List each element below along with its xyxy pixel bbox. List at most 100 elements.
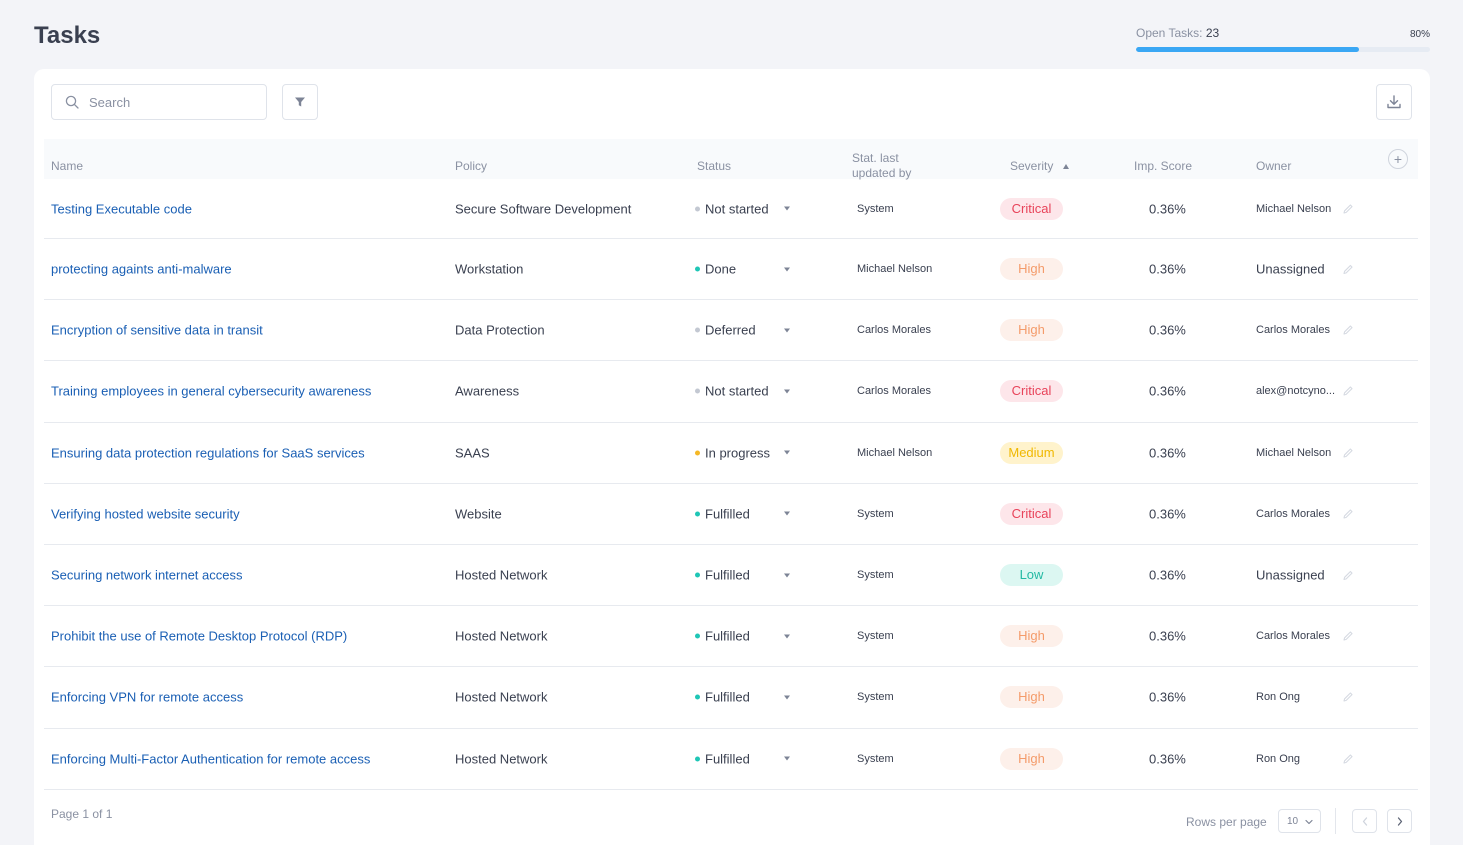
pagination-divider xyxy=(1335,808,1336,834)
edit-owner-icon[interactable] xyxy=(1342,691,1354,703)
progress-fill xyxy=(1136,47,1360,52)
status-dot-icon xyxy=(695,450,700,456)
updated-by-cell: System xyxy=(857,507,894,520)
owner-label: Carlos Morales xyxy=(1256,324,1330,337)
task-name-link[interactable]: Verifying hosted website security xyxy=(51,506,240,522)
task-name-link[interactable]: Securing network internet access xyxy=(51,567,243,583)
status-dropdown[interactable]: Done xyxy=(695,262,790,277)
task-name-link[interactable]: Prohibit the use of Remote Desktop Proto… xyxy=(51,628,348,644)
owner-label: Michael Nelson xyxy=(1256,202,1332,215)
column-header-severity[interactable]: Severity xyxy=(1010,159,1070,173)
table-row[interactable]: Enforcing VPN for remote access Hosted Ne… xyxy=(44,667,1418,729)
table-row[interactable]: Ensuring data protection regulations for… xyxy=(44,423,1418,484)
status-dropdown[interactable]: Fulfilled xyxy=(695,506,790,521)
table-row[interactable]: Verifying hosted website security Website… xyxy=(44,484,1418,545)
imp-score-cell: 0.36% xyxy=(1149,506,1186,522)
table-row[interactable]: Training employees in general cybersecur… xyxy=(44,361,1418,423)
add-column-button[interactable]: + xyxy=(1388,149,1408,169)
task-name-link[interactable]: Enforcing VPN for remote access xyxy=(51,689,244,705)
owner-cell: alex@notcyno... xyxy=(1256,385,1356,397)
column-header-updated-by[interactable]: Stat. last updated by xyxy=(852,151,932,181)
owner-label: Unassigned xyxy=(1256,567,1325,583)
severity-badge: Critical xyxy=(1000,502,1063,525)
status-dropdown[interactable]: Not started xyxy=(695,201,790,216)
updated-by-cell: Michael Nelson xyxy=(857,263,933,276)
table-row[interactable]: Encryption of sensitive data in transit D… xyxy=(44,300,1418,362)
status-dropdown[interactable]: Fulfilled xyxy=(695,629,790,644)
severity-cell: High xyxy=(1000,258,1063,281)
search-input[interactable] xyxy=(89,94,249,110)
edit-owner-icon[interactable] xyxy=(1342,447,1354,459)
owner-label: Ron Ong xyxy=(1256,752,1301,765)
column-header-status[interactable]: Status xyxy=(697,159,732,173)
caret-down-icon xyxy=(784,756,790,761)
imp-score-cell: 0.36% xyxy=(1149,322,1186,338)
updated-by-cell: System xyxy=(857,630,894,643)
table-row[interactable]: Enforcing Multi-Factor Authentication fo… xyxy=(44,729,1418,790)
task-name-link[interactable]: Encryption of sensitive data in transit xyxy=(51,322,263,338)
edit-owner-icon[interactable] xyxy=(1342,630,1354,642)
next-page-button[interactable] xyxy=(1387,809,1412,833)
open-tasks-text: Open Tasks: xyxy=(1136,26,1203,40)
table-row[interactable]: Securing network internet access Hosted N… xyxy=(44,545,1418,607)
task-name-link[interactable]: Testing Executable code xyxy=(51,201,192,216)
sort-ascending-icon xyxy=(1063,163,1070,169)
owner-cell: Michael Nelson xyxy=(1256,203,1356,215)
edit-owner-icon[interactable] xyxy=(1342,753,1354,765)
edit-owner-icon[interactable] xyxy=(1342,385,1354,397)
caret-down-icon xyxy=(784,206,790,211)
edit-owner-icon[interactable] xyxy=(1342,569,1354,581)
table-row[interactable]: Testing Executable code Secure Software D… xyxy=(44,179,1418,239)
column-header-name[interactable]: Name xyxy=(51,159,84,173)
imp-score-cell: 0.36% xyxy=(1149,201,1186,216)
table-row[interactable]: protecting againts anti-malware Workstati… xyxy=(44,239,1418,301)
severity-cell: High xyxy=(1000,686,1063,709)
status-label: Fulfilled xyxy=(705,506,750,522)
status-dropdown[interactable]: Fulfilled xyxy=(695,690,790,705)
owner-cell: Carlos Morales xyxy=(1256,508,1356,520)
edit-owner-icon[interactable] xyxy=(1342,324,1354,336)
edit-owner-icon[interactable] xyxy=(1342,508,1354,520)
search-box[interactable] xyxy=(51,84,267,120)
status-dot-icon xyxy=(695,388,700,394)
caret-down-icon xyxy=(784,450,790,455)
previous-page-button[interactable] xyxy=(1352,809,1377,833)
status-dropdown[interactable]: In progress xyxy=(695,445,790,460)
severity-cell: Critical xyxy=(1000,380,1063,403)
task-name-link[interactable]: Training employees in general cybersecur… xyxy=(51,383,372,399)
task-name-link[interactable]: protecting againts anti-malware xyxy=(51,261,232,277)
policy-cell: Awareness xyxy=(455,383,520,399)
status-dropdown[interactable]: Fulfilled xyxy=(695,568,790,583)
column-header-owner[interactable]: Owner xyxy=(1256,159,1292,173)
status-label: Deferred xyxy=(705,322,756,338)
policy-cell: Hosted Network xyxy=(455,751,548,767)
status-label: Fulfilled xyxy=(705,628,750,644)
status-dropdown[interactable]: Deferred xyxy=(695,323,790,338)
status-label: Not started xyxy=(705,201,769,216)
download-button[interactable] xyxy=(1376,84,1412,120)
imp-score-cell: 0.36% xyxy=(1149,445,1186,461)
severity-badge: High xyxy=(1000,686,1063,709)
column-header-updated-by-line1: Stat. last xyxy=(852,151,899,165)
policy-cell: Workstation xyxy=(455,261,524,277)
status-dropdown[interactable]: Not started xyxy=(695,384,790,399)
owner-label: Michael Nelson xyxy=(1256,446,1332,459)
chevron-right-icon xyxy=(1397,816,1402,826)
policy-cell: Data Protection xyxy=(455,322,545,338)
column-header-imp-score[interactable]: Imp. Score xyxy=(1134,159,1193,173)
status-label: Fulfilled xyxy=(705,689,750,705)
edit-owner-icon[interactable] xyxy=(1342,203,1354,215)
task-name-link[interactable]: Ensuring data protection regulations for… xyxy=(51,445,365,461)
filter-button[interactable] xyxy=(282,84,318,120)
severity-cell: High xyxy=(1000,747,1063,770)
column-header-policy[interactable]: Policy xyxy=(455,159,488,173)
rows-per-page-select[interactable]: 10 xyxy=(1278,809,1321,833)
table-row[interactable]: Prohibit the use of Remote Desktop Proto… xyxy=(44,606,1418,668)
status-dot-icon xyxy=(695,511,700,517)
task-name-link[interactable]: Enforcing Multi-Factor Authentication fo… xyxy=(51,751,371,767)
status-dropdown[interactable]: Fulfilled xyxy=(695,751,790,766)
edit-owner-icon[interactable] xyxy=(1342,263,1354,275)
caret-down-icon xyxy=(784,328,790,333)
policy-cell: Hosted Network xyxy=(455,628,548,644)
